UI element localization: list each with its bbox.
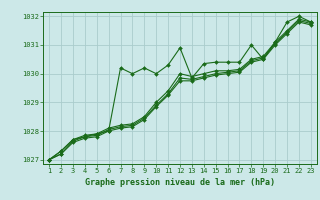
X-axis label: Graphe pression niveau de la mer (hPa): Graphe pression niveau de la mer (hPa): [85, 178, 275, 187]
